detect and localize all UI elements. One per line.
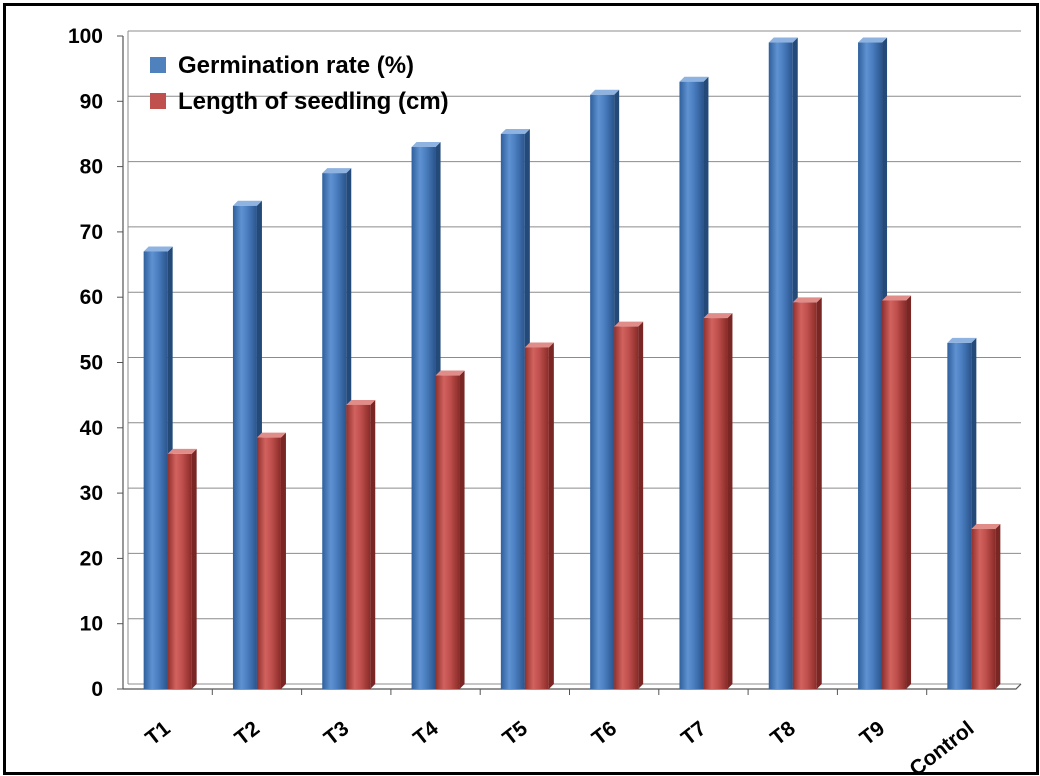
y-tick-label: 60 [80,286,103,309]
bar [947,337,977,689]
bar [703,313,733,689]
bar [167,448,197,689]
x-tick-label: Control [905,717,978,772]
bar [346,399,376,689]
x-tick-label: T6 [588,717,621,750]
x-tick-label: T1 [141,717,175,750]
legend-label: Germination rate (%) [178,52,414,79]
y-tick-label: 70 [80,221,103,244]
y-tick-label: 20 [80,547,103,570]
y-tick-label: 90 [80,90,103,113]
bar [435,370,465,689]
bar [411,142,441,689]
bar [232,200,262,689]
y-tick-label: 100 [68,25,103,48]
y-tick-label: 10 [80,613,103,636]
x-tick-label: T5 [498,717,532,750]
legend-swatch [150,93,166,109]
bar [971,524,1001,689]
x-tick-label: T2 [231,717,264,750]
x-tick-label: T9 [856,717,889,750]
x-tick-label: T8 [766,717,800,750]
legend-label: Length of seedling (cm) [178,88,449,115]
bar [256,432,286,689]
chart-frame: 0 10 20 30 40 50 60 70 80 90 100 T1 T2 T3 T4 T5 T6 T7 T8 T9… [3,3,1039,775]
bar [792,297,822,689]
x-tick-label: T7 [677,717,710,750]
bar [143,246,173,690]
bar-chart: 0 10 20 30 40 50 60 70 80 90 100 T1 T2 T3 T4 T5 T6 T7 T8 T9… [68,25,1022,772]
bar [614,321,644,689]
bar [882,295,912,689]
y-tick-label: 30 [80,482,103,505]
x-tick-label: T3 [320,717,353,750]
bar [524,342,554,689]
x-tick-label: T4 [409,717,443,750]
legend-swatch [150,57,166,73]
y-tick-label: 80 [80,156,103,179]
y-tick-label: 50 [80,352,103,375]
y-tick-label: 0 [91,678,103,701]
y-tick-label: 40 [80,417,103,440]
